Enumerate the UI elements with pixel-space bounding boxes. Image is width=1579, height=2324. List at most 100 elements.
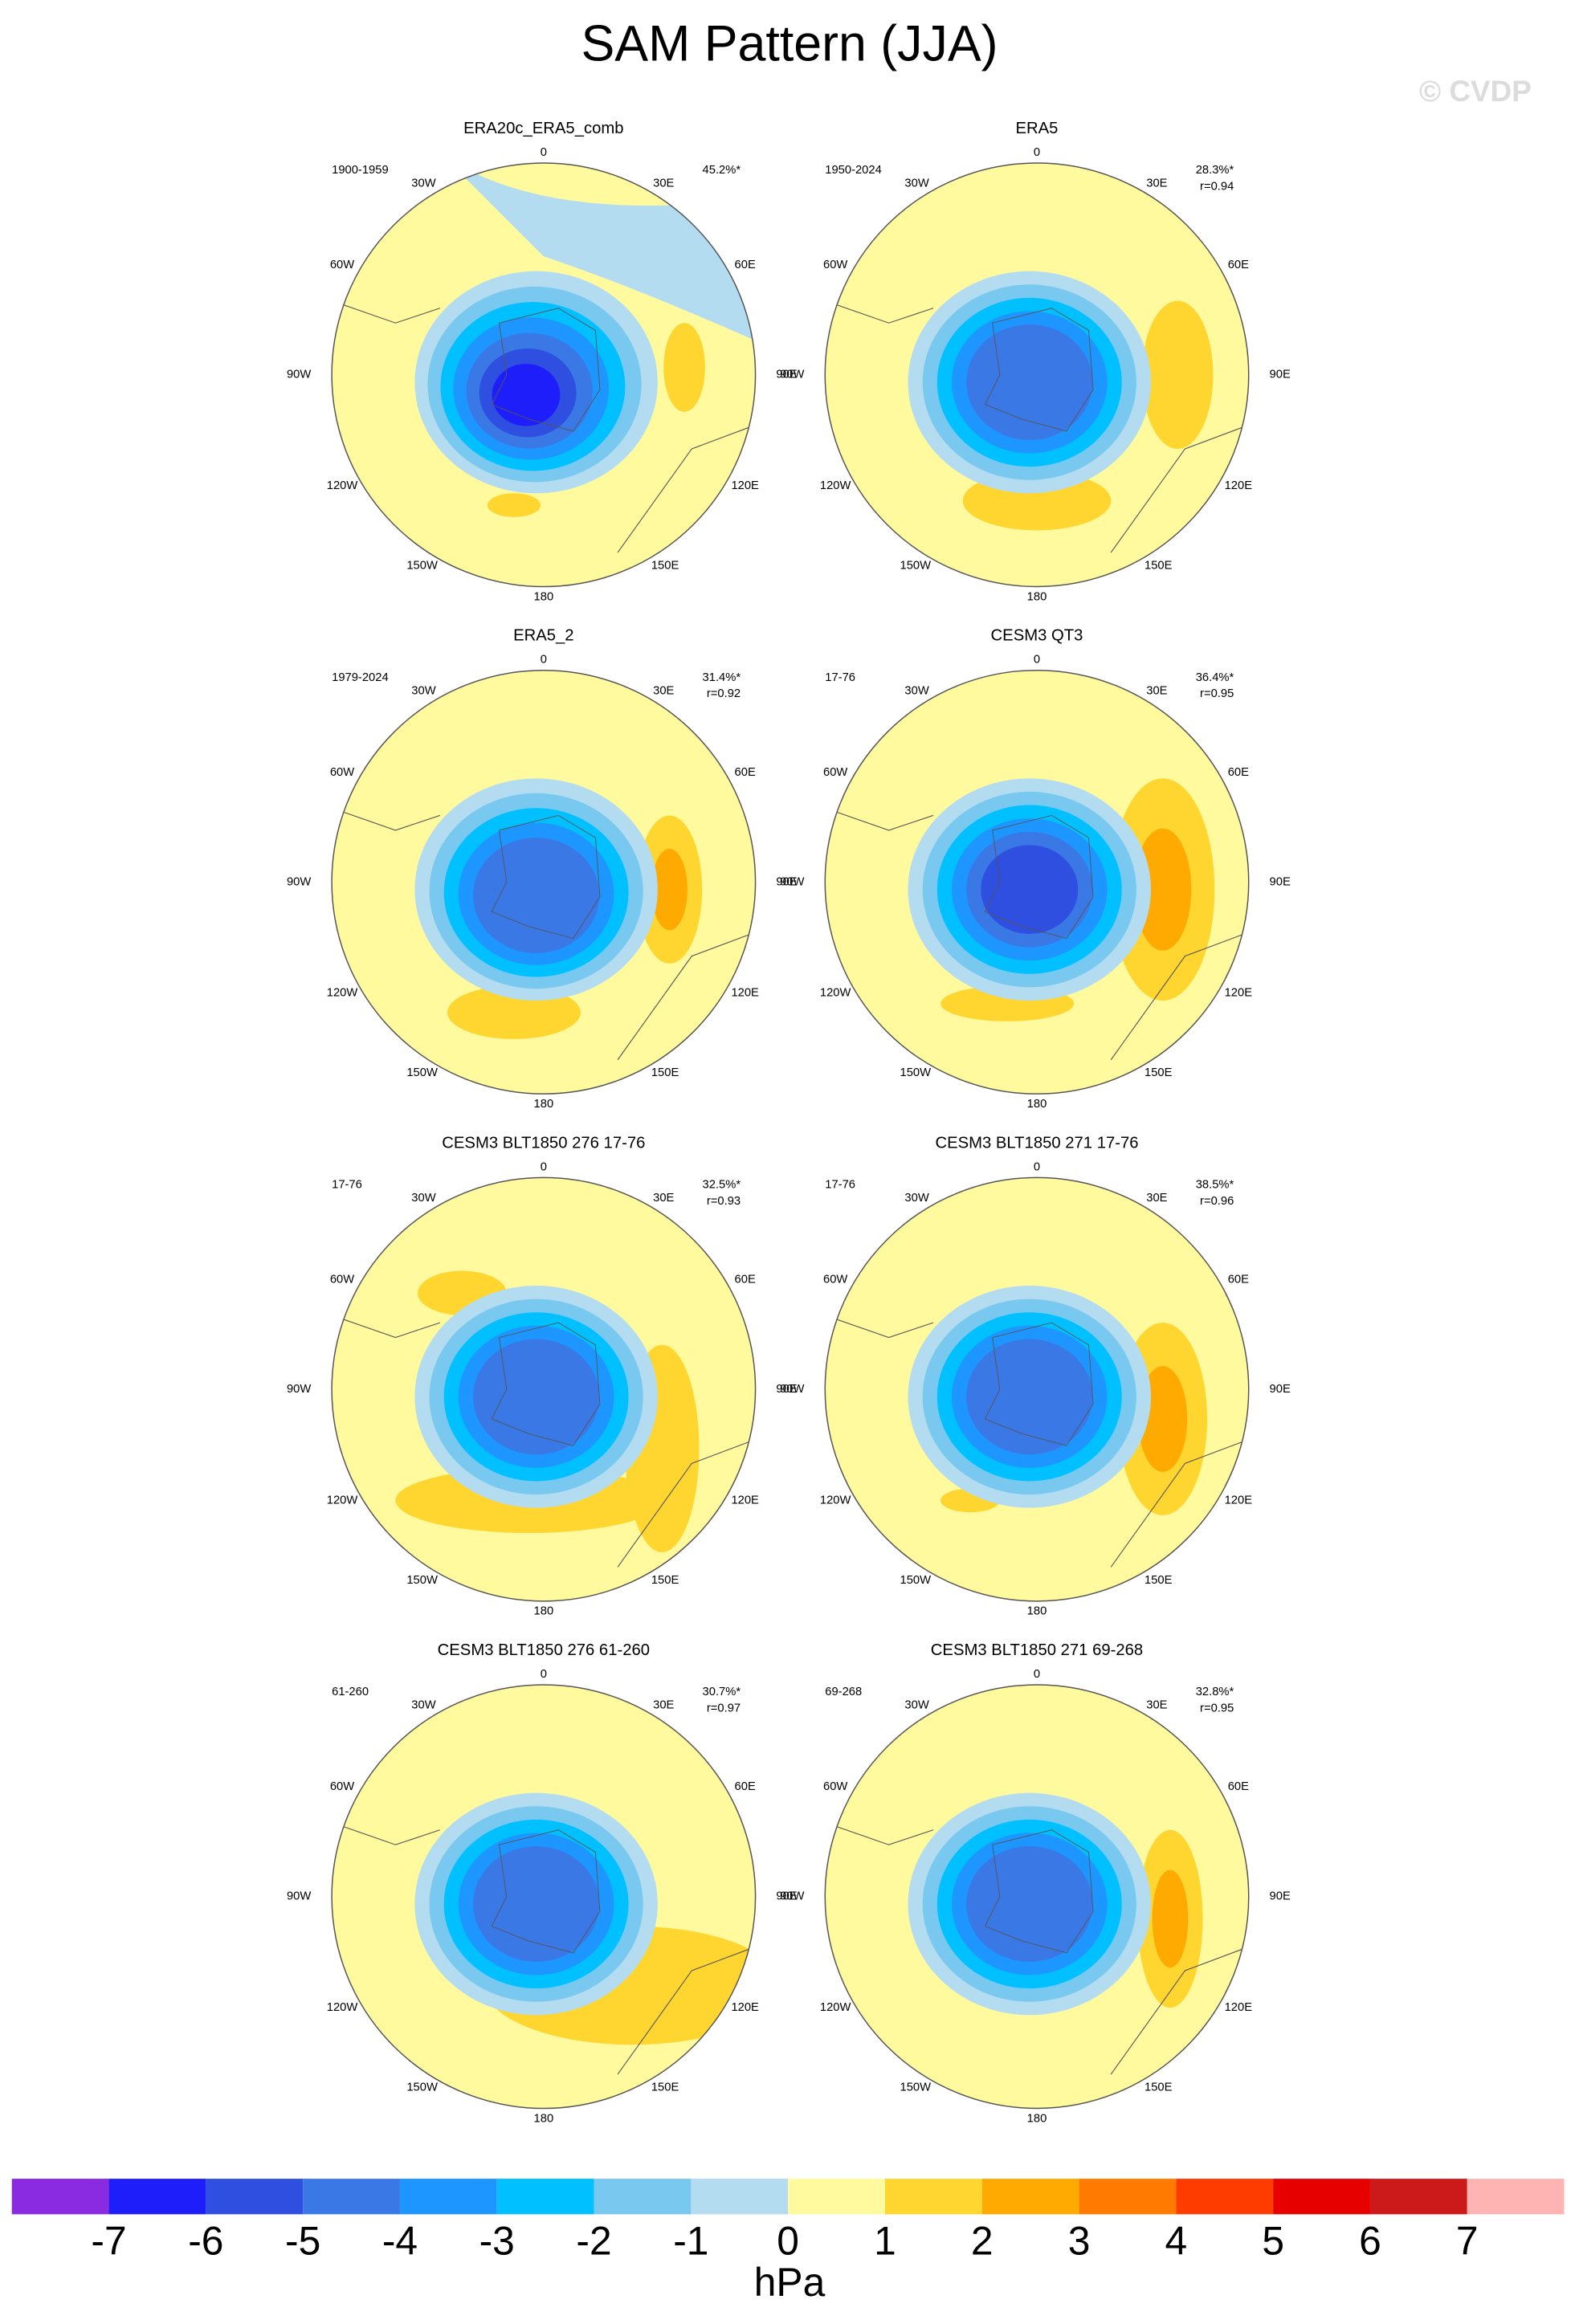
antarctica-coast	[984, 814, 1094, 940]
negative-contour	[472, 1339, 600, 1455]
longitude-label: 60W	[823, 1274, 847, 1286]
longitude-label: 180	[534, 1098, 554, 1111]
south-america-coast	[825, 300, 934, 324]
colorbar-box	[788, 2179, 885, 2215]
longitude-label: 180	[1027, 590, 1047, 603]
longitude-label: 150E	[1144, 1574, 1173, 1587]
colorbar-label: -4	[382, 2218, 418, 2263]
correlation-label: r=0.93	[707, 1195, 741, 1208]
antarctica-coast	[491, 1829, 601, 1954]
colorbar-box	[108, 2179, 206, 2215]
longitude-label: 30W	[904, 684, 928, 697]
colorbar-box	[303, 2179, 400, 2215]
colorbar-label: 2	[971, 2218, 994, 2263]
map-panel: CESM3 BLT1850 276 17-76 17-76 32.5%* r=0.93…	[287, 1134, 798, 1617]
longitude-label: 120E	[1225, 479, 1253, 492]
variance-label: 32.5%*	[703, 1178, 741, 1191]
longitude-label: 90W	[780, 875, 804, 888]
longitude-label: 90W	[780, 369, 804, 381]
south-america-coast	[332, 1822, 440, 1845]
negative-contour	[492, 364, 561, 426]
colorbar-box	[1369, 2179, 1467, 2215]
longitude-label: 90W	[780, 1383, 804, 1396]
panel-title: ERA20c_ERA5_comb	[463, 120, 623, 137]
longitude-label: 30E	[1146, 684, 1167, 697]
longitude-label: 150W	[406, 1574, 438, 1587]
panel-title: CESM3 QT3	[991, 627, 1083, 645]
longitude-label: 90E	[776, 369, 797, 381]
map-panel: CESM3 BLT1850 276 61-260 61-260 30.7%* r=0.…	[287, 1641, 798, 2125]
longitude-label: 0	[541, 654, 547, 667]
south-america-coast	[332, 807, 440, 831]
australia-coast	[617, 1947, 752, 2075]
colorbar-label: 5	[1262, 2218, 1284, 2263]
colorbar-box	[1176, 2179, 1274, 2215]
watermark: © CVDP	[1419, 75, 1532, 108]
colorbar-label: 1	[874, 2218, 896, 2263]
longitude-label: 60W	[823, 259, 847, 271]
panel-title: ERA5_2	[513, 627, 573, 645]
map-border	[824, 1684, 1250, 2110]
negative-contour	[966, 1846, 1093, 1962]
longitude-label: 180	[534, 2112, 554, 2125]
colorbar-box	[1079, 2179, 1177, 2215]
colorbar-label: -3	[479, 2218, 515, 2263]
map-panel: CESM3 BLT1850 271 69-268 69-268 32.8%* r=0.…	[780, 1641, 1291, 2125]
map-fill	[332, 1685, 756, 2109]
longitude-label: 90E	[1270, 875, 1291, 888]
map-fill	[332, 1177, 756, 1601]
colorbar-box	[981, 2179, 1079, 2215]
longitude-label: 30E	[1146, 177, 1167, 190]
longitude-label: 60E	[735, 766, 756, 779]
positive-contour	[1152, 1869, 1189, 1968]
longitude-label: 30W	[904, 177, 928, 190]
longitude-label: 90E	[1270, 369, 1291, 381]
longitude-label: 60E	[1228, 1274, 1249, 1286]
longitude-label: 30W	[904, 1192, 928, 1205]
panel-title: CESM3 BLT1850 271 17-76	[935, 1134, 1138, 1152]
longitude-label: 120E	[731, 479, 759, 492]
longitude-label: 0	[541, 146, 547, 159]
positive-contour	[487, 493, 541, 517]
panel-title: ERA5	[1016, 120, 1059, 137]
longitude-label: 90E	[776, 875, 797, 888]
australia-coast	[1110, 426, 1245, 553]
colorbar-box	[1467, 2179, 1565, 2215]
longitude-label: 150W	[900, 1066, 931, 1079]
map-panel: ERA20c_ERA5_comb 1900-1959 45.2%* 0 30E 60E 90…	[287, 120, 798, 603]
longitude-label: 60E	[1228, 766, 1249, 779]
antarctica-coast	[491, 308, 601, 432]
period-label: 1950-2024	[825, 164, 882, 177]
map-fill	[332, 670, 756, 1095]
positive-contour	[663, 323, 705, 412]
period-label: 1900-1959	[332, 164, 389, 177]
longitude-label: 150E	[651, 2081, 679, 2094]
colorbar-label: 3	[1068, 2218, 1091, 2263]
longitude-label: 120E	[731, 2001, 759, 2014]
longitude-label: 150W	[900, 2081, 931, 2094]
variance-label: 32.8%*	[1196, 1686, 1234, 1698]
longitude-label: 90E	[776, 1890, 797, 1903]
longitude-label: 150E	[1144, 560, 1173, 573]
longitude-label: 60E	[735, 1780, 756, 1793]
panel-title: CESM3 BLT1850 271 69-268	[931, 1641, 1143, 1659]
south-america-coast	[332, 1315, 440, 1339]
map-fill	[332, 163, 756, 587]
panel-title: CESM3 BLT1850 276 61-260	[438, 1641, 650, 1659]
longitude-label: 30W	[411, 684, 435, 697]
correlation-label: r=0.96	[1200, 1195, 1234, 1208]
period-label: 17-76	[825, 1178, 855, 1191]
panel-title: CESM3 BLT1850 276 17-76	[442, 1134, 645, 1152]
colorbar-box	[11, 2179, 109, 2215]
map-fill	[825, 1177, 1249, 1601]
longitude-label: 60W	[823, 1780, 847, 1793]
longitude-label: 120W	[327, 479, 358, 492]
antarctica-coast	[984, 1322, 1094, 1446]
longitude-label: 90W	[287, 369, 311, 381]
longitude-label: 150W	[406, 1066, 438, 1079]
longitude-label: 60W	[330, 1780, 354, 1793]
longitude-label: 60W	[330, 259, 354, 271]
variance-label: 30.7%*	[703, 1686, 741, 1698]
longitude-label: 30W	[904, 1699, 928, 1712]
